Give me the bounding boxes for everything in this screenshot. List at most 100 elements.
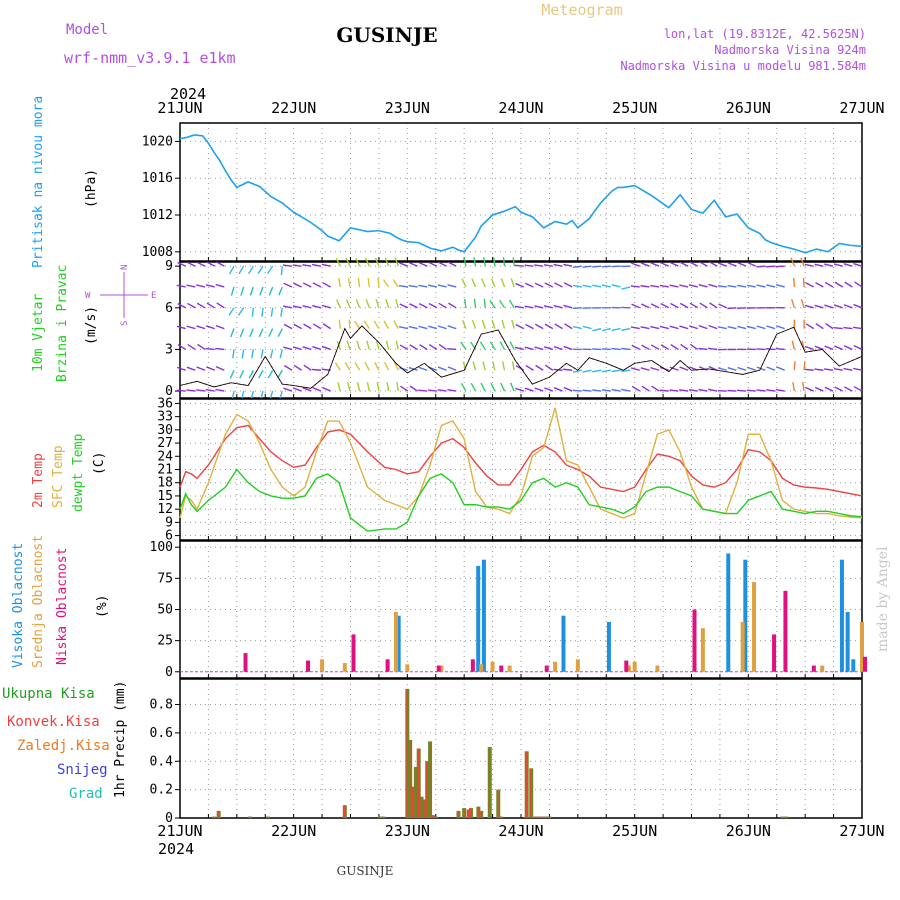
wind-arrow (303, 323, 312, 330)
wind-arrow (238, 265, 245, 275)
wind-arrow (582, 389, 592, 392)
precip-conv-bar (423, 799, 425, 818)
wind-arrow (563, 304, 573, 309)
cloud-ylabel-mid: Srednja Oblacnost (31, 535, 46, 668)
wind-arrow (553, 387, 563, 392)
y-tick-label: 0 (165, 665, 173, 680)
wind-arrow (592, 284, 602, 288)
wind-arrow (321, 345, 331, 351)
temp-ylabel-2m: 2m Temp (31, 453, 46, 508)
wind-arrow (524, 305, 534, 309)
wind-panel: 10m Vjetar Brzina i Pravac (m/s) N W E S… (31, 257, 863, 401)
cloud-bar (439, 665, 444, 672)
wind-arrow (483, 257, 486, 267)
wind-arrow (698, 366, 708, 371)
wind-arrow (698, 325, 708, 330)
y-tick-label: 3 (165, 342, 173, 357)
wind-arrow (438, 261, 447, 267)
wind-arrow (582, 284, 592, 288)
wind-arrow (205, 388, 215, 392)
wind-arrow (447, 284, 457, 288)
wind-arrow (854, 281, 863, 288)
wind-arrow (283, 323, 293, 330)
wind-arrow (437, 366, 447, 371)
wind-arrow (187, 302, 196, 309)
wind-arrow (229, 369, 235, 379)
wind-arrow (688, 388, 698, 392)
wind-arrow (766, 265, 776, 268)
precip-conv-bar (434, 816, 436, 818)
wind-arrow (470, 382, 477, 392)
wind-arrow (460, 382, 467, 392)
y-tick-label: 50 (157, 603, 173, 618)
y-tick-label: 0 (165, 384, 173, 399)
wind-arrow (544, 346, 554, 351)
wind-arrow (366, 382, 370, 392)
wind-arrow (717, 326, 727, 330)
wind-arrow (543, 305, 553, 309)
cloud-bar (860, 621, 864, 672)
wind-arrow (512, 257, 515, 267)
wind-arrow (601, 284, 611, 288)
wind-arrow (177, 344, 187, 351)
wind-arrow (347, 277, 351, 288)
wind-arrow (418, 284, 428, 288)
wind-arrow (321, 304, 331, 309)
wind-arrow (853, 386, 863, 392)
y-tick-label: 15 (157, 489, 173, 504)
wind-arrow (447, 325, 457, 330)
precip-conv-bar (409, 739, 411, 818)
cloud-bar (499, 665, 504, 672)
wind-arrow (354, 362, 361, 371)
wind-arrow (322, 386, 331, 392)
wind-arrow (282, 305, 293, 309)
wind-arrow (669, 366, 679, 371)
precip-legend-hail: Grad (69, 786, 103, 802)
wind-arrow (853, 303, 863, 309)
day-label-bottom: 23JUN (385, 822, 430, 840)
wind-arrow (815, 323, 824, 330)
wind-arrow (640, 262, 650, 267)
wind-arrow (492, 257, 496, 267)
wind-arrow (394, 257, 399, 267)
y-tick-label: 18 (157, 476, 173, 491)
y-tick-label: 21 (157, 463, 173, 478)
day-label-bottom: 26JUN (726, 822, 771, 840)
wind-arrow (756, 366, 766, 371)
wind-arrow (337, 382, 341, 392)
wind-arrow (383, 361, 390, 371)
wind-arrow (824, 304, 834, 309)
wind-arrow (480, 382, 486, 392)
wind-arrow (824, 263, 834, 267)
wind-arrow (669, 261, 679, 267)
precip-conv-bar (539, 816, 542, 818)
wind-arrow (232, 349, 235, 359)
wind-arrow (176, 325, 186, 330)
wind-arrow (669, 389, 679, 392)
wind-arrow (843, 304, 853, 309)
wind-arrow (367, 277, 370, 288)
cloud-bar (632, 661, 637, 672)
wind-arrow (775, 284, 785, 288)
compass-n: N (120, 265, 130, 270)
wind-arrow (511, 361, 515, 371)
y-tick-label: 12 (157, 502, 173, 517)
wind-ylabel-2: Brzina i Pravac (55, 265, 70, 382)
wind-arrow (680, 343, 689, 351)
wind-arrow (205, 284, 215, 288)
wind-gust-line (179, 325, 863, 389)
wind-arrow (187, 343, 196, 351)
precip-conv-bar (248, 816, 251, 818)
wind-arrow (491, 319, 496, 329)
temperature-panel: 2m Temp SFC Temp dewpt Temp (C) 69121518… (31, 396, 863, 544)
model-elevation-label: Nadmorska Visina u modelu 981.584m (620, 59, 866, 73)
wind-arrow (544, 387, 554, 392)
cloud-bar (436, 665, 441, 672)
wind-arrow (688, 284, 698, 288)
wind-arrow (293, 282, 302, 288)
wind-arrow (363, 320, 370, 329)
wind-arrow (384, 257, 390, 267)
cloud-bar (476, 565, 481, 672)
wind-arrow (408, 325, 418, 330)
cloud-bar (479, 664, 484, 672)
